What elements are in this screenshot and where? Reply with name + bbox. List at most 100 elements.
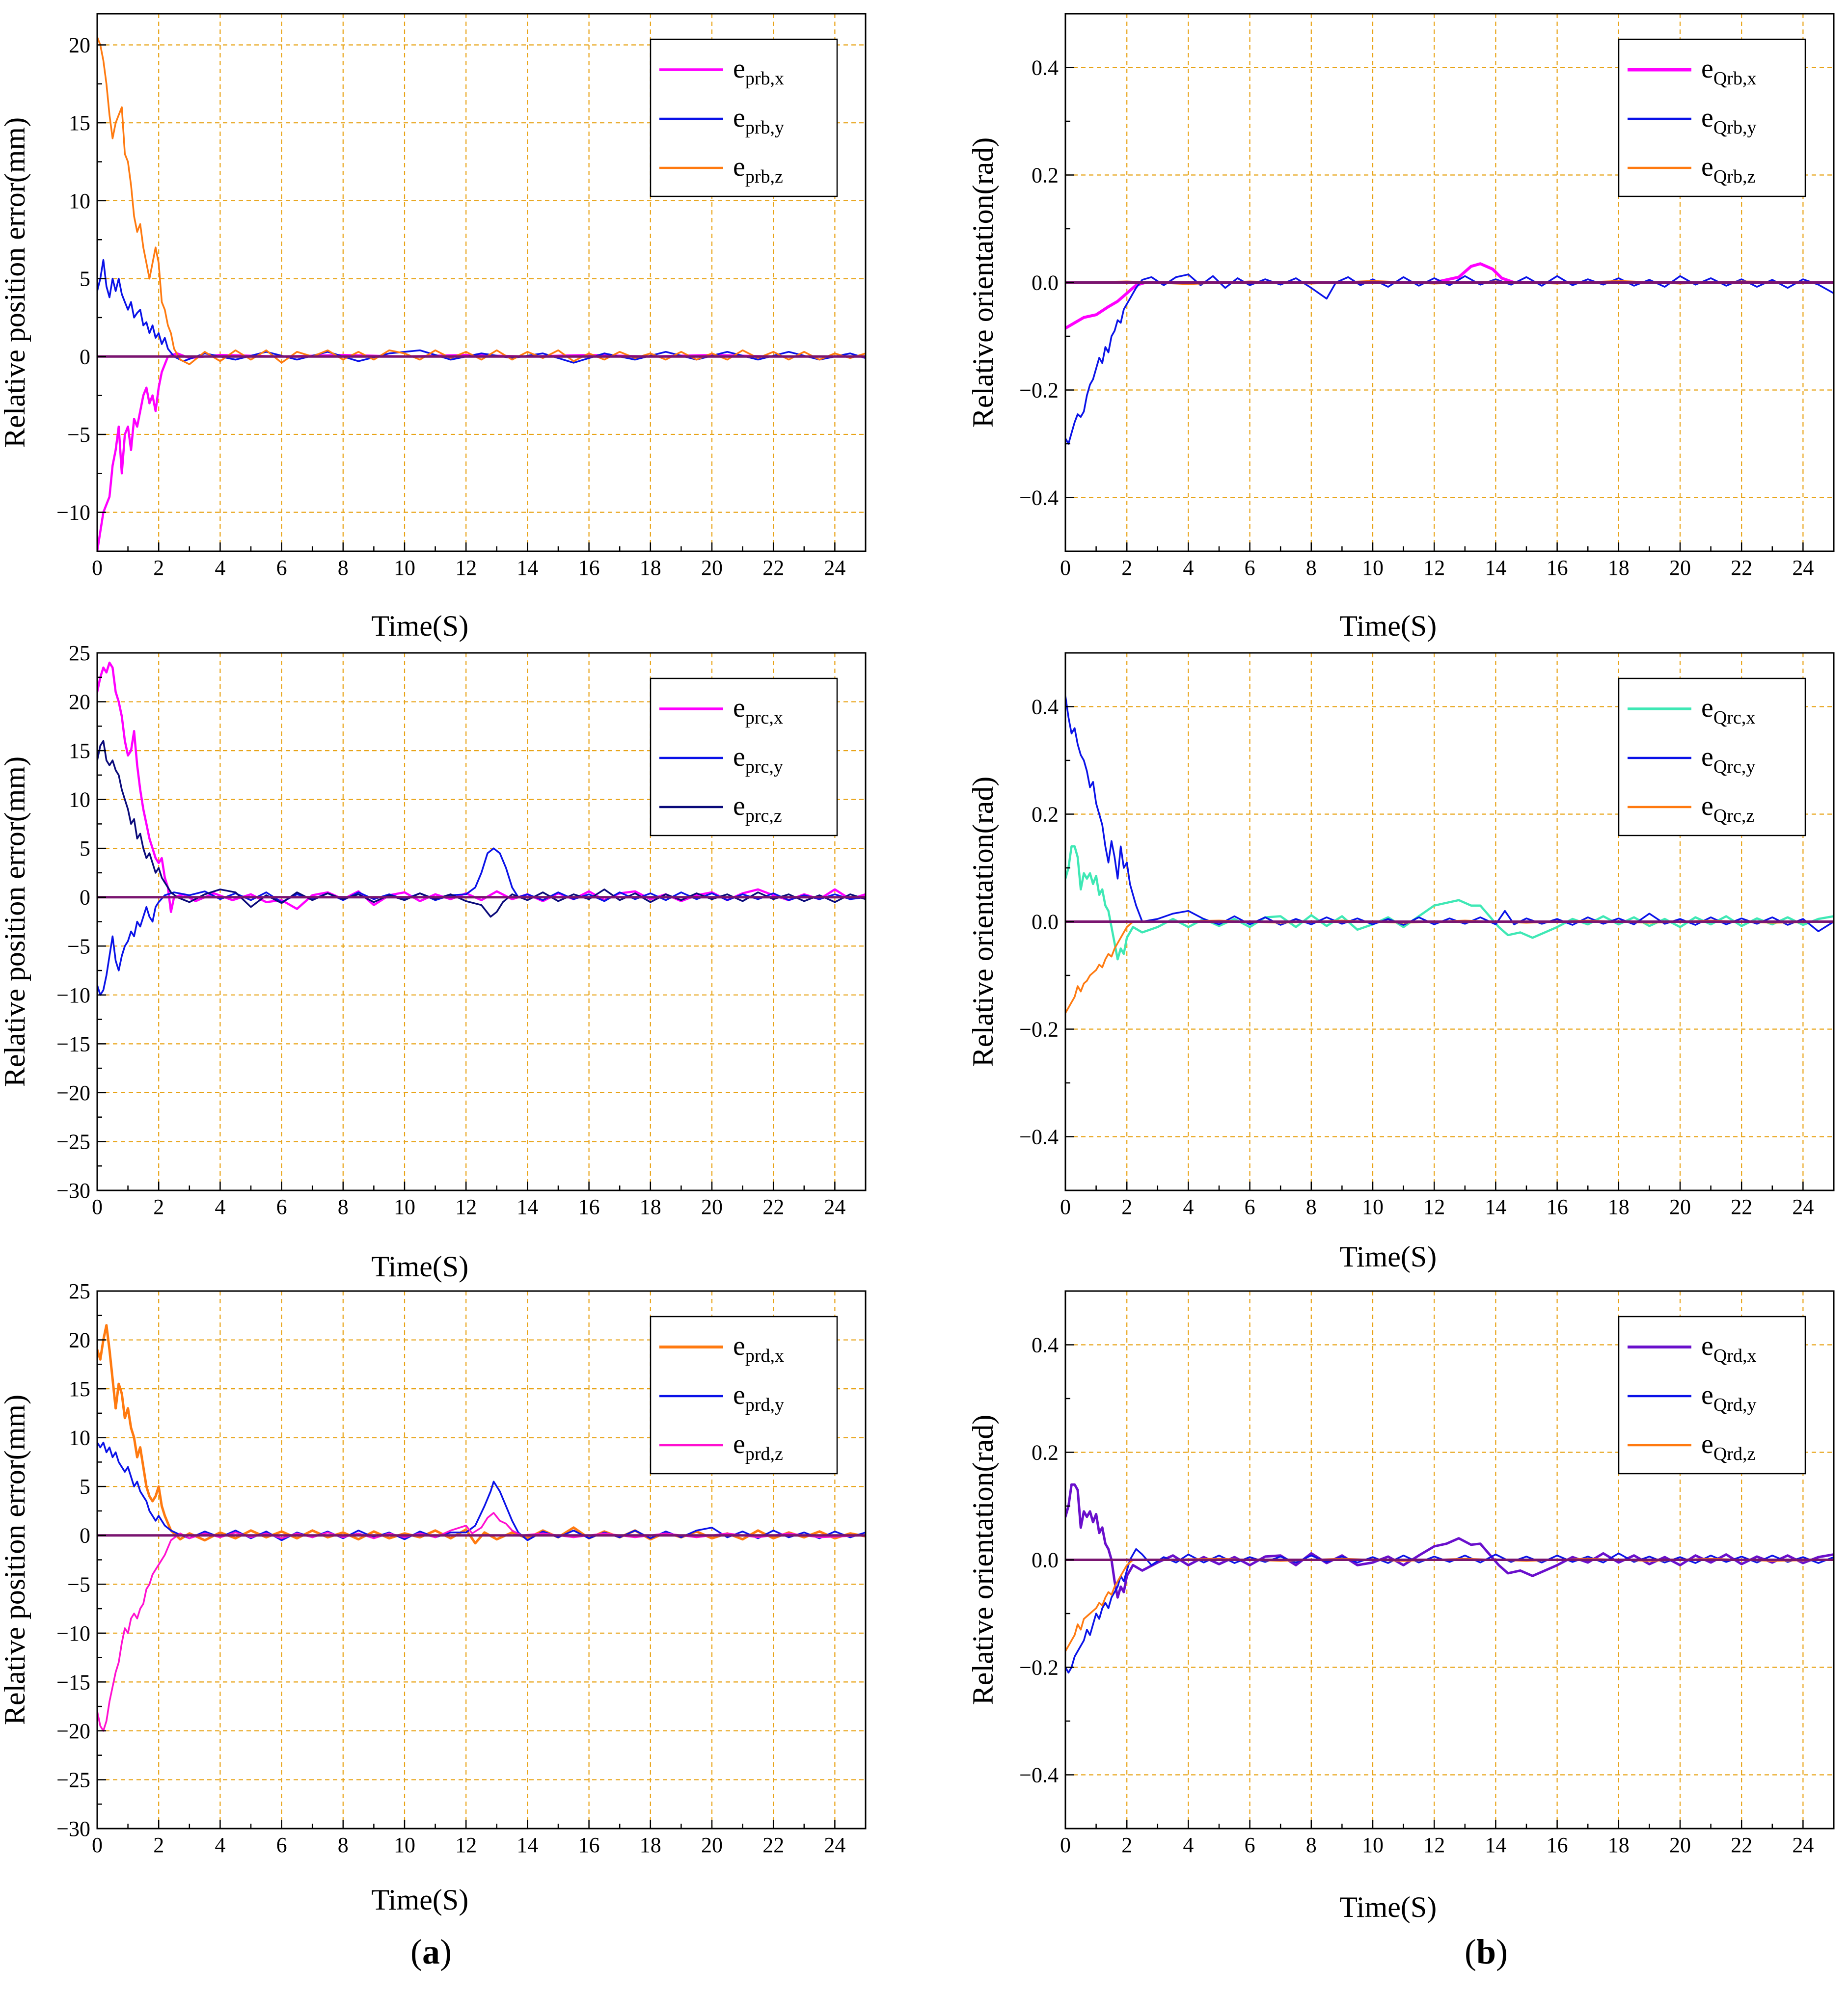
x-axis-label: Time(S)	[1339, 1891, 1437, 1923]
x-tick-label: 2	[1121, 556, 1132, 580]
y-tick-label: 0.2	[1032, 803, 1059, 827]
x-tick-label: 8	[1306, 1195, 1317, 1219]
y-tick-label: 10	[69, 189, 90, 213]
chart-panel-b3: 0 2 4 6 8 10 12 14 16 18 20 22 24−0.4−0.20.00.20.4Ti…	[967, 1290, 1835, 1923]
y-tick-label: −10	[56, 1621, 90, 1645]
x-axis-label: Time(S)	[371, 1884, 468, 1916]
y-tick-label: 0.0	[1032, 1548, 1059, 1572]
x-tick-label: 12	[455, 556, 477, 580]
y-tick-label: 25	[69, 641, 90, 665]
y-tick-label: 0	[80, 1524, 90, 1548]
y-tick-label: 0.4	[1032, 56, 1059, 80]
y-tick-label: −25	[56, 1768, 90, 1792]
series-line-prb-x	[97, 352, 866, 551]
y-tick-label: −0.2	[1019, 378, 1059, 403]
series-group	[97, 1324, 866, 1732]
x-tick-label: 4	[215, 1195, 225, 1219]
x-tick-label: 6	[276, 556, 287, 580]
y-tick-label: 5	[80, 836, 90, 861]
x-tick-label: 24	[824, 1833, 845, 1857]
x-tick-label: 10	[1362, 556, 1384, 580]
series-group	[1065, 262, 1834, 445]
chart-panel-b2: 0 2 4 6 8 10 12 14 16 18 20 22 24−0.4−0.20.00.20.4Ti…	[967, 652, 1835, 1273]
series-line-prd-z	[97, 1512, 866, 1732]
y-axis-label: Relative orientation(rad)	[967, 137, 999, 428]
x-axis-label: Time(S)	[1339, 1240, 1437, 1273]
series-group	[1065, 1483, 1834, 1674]
x-tick-label: 20	[701, 1195, 723, 1219]
y-tick-label: −20	[56, 1081, 90, 1105]
x-tick-label: 0	[1060, 1833, 1071, 1857]
series-line-prb-y	[97, 259, 866, 364]
x-tick-label: 22	[762, 1833, 784, 1857]
x-tick-label: 12	[455, 1833, 477, 1857]
x-tick-label: 2	[153, 1195, 164, 1219]
x-tick-label: 18	[640, 1833, 661, 1857]
series-group	[1065, 695, 1834, 1014]
y-tick-label: 15	[69, 1377, 90, 1401]
y-axis-label: Relative position error(mm)	[0, 117, 31, 448]
series-line-prb-z	[97, 36, 866, 365]
x-tick-label: 24	[1792, 1833, 1814, 1857]
x-tick-label: 4	[1183, 1833, 1194, 1857]
x-tick-label: 0	[92, 556, 103, 580]
y-tick-label: −30	[56, 1179, 90, 1203]
x-tick-label: 2	[153, 1833, 164, 1857]
series-line-Qrb-y	[1065, 273, 1834, 445]
x-tick-label: 16	[578, 556, 600, 580]
x-tick-label: 8	[1306, 1833, 1317, 1857]
series-group	[97, 661, 866, 996]
caption-a: (a)	[410, 1932, 452, 1971]
y-tick-label: 0	[80, 886, 90, 910]
x-tick-label: 14	[516, 1833, 538, 1857]
y-tick-label: −20	[56, 1719, 90, 1743]
y-axis-label: Relative orientation(rad)	[967, 777, 999, 1067]
y-tick-label: 0.2	[1032, 163, 1059, 188]
x-tick-label: 2	[1121, 1195, 1132, 1219]
y-axis-label: Relative position error(mm)	[0, 756, 31, 1087]
y-tick-label: 25	[69, 1279, 90, 1303]
x-tick-label: 20	[701, 1833, 723, 1857]
x-tick-label: 0	[92, 1195, 103, 1219]
chart-panel-a2: 0 2 4 6 8 10 12 14 16 18 20 22 24−30−25−20−15−10−505…	[0, 641, 867, 1283]
chart-panel-a3: 0 2 4 6 8 10 12 14 16 18 20 22 24−30−25−20−15−10−505…	[0, 1279, 867, 1916]
series-line-Qrc-y	[1065, 695, 1834, 932]
y-tick-label: −10	[56, 501, 90, 525]
x-tick-label: 18	[640, 1195, 661, 1219]
x-tick-label: 16	[1547, 1833, 1568, 1857]
x-tick-label: 12	[1423, 556, 1445, 580]
y-tick-label: −5	[67, 1572, 90, 1596]
y-tick-label: 0.0	[1032, 910, 1059, 934]
x-tick-label: 10	[394, 1195, 415, 1219]
x-tick-label: 6	[1245, 556, 1255, 580]
x-tick-label: 14	[516, 1195, 538, 1219]
series-line-Qrb-x	[1065, 262, 1834, 330]
y-tick-label: 0	[80, 345, 90, 369]
legend-box	[650, 677, 838, 836]
x-axis-label: Time(S)	[371, 1250, 468, 1283]
x-tick-label: 10	[394, 1833, 415, 1857]
y-axis-label: Relative orientation(rad)	[967, 1415, 999, 1705]
y-tick-label: −5	[67, 934, 90, 958]
x-tick-label: 20	[1669, 1195, 1691, 1219]
x-axis-label: Time(S)	[1339, 610, 1437, 642]
x-tick-label: 0	[1060, 1195, 1071, 1219]
x-tick-label: 12	[1423, 1833, 1445, 1857]
x-tick-label: 16	[578, 1195, 600, 1219]
y-tick-label: 5	[80, 267, 90, 291]
series-line-Qrd-y	[1065, 1548, 1834, 1674]
y-tick-label: −0.2	[1019, 1018, 1059, 1042]
chart-panel-a1: 0 2 4 6 8 10 12 14 16 18 20 22 24−10−505101520Time(S…	[0, 13, 867, 642]
y-tick-label: 20	[69, 33, 90, 57]
x-tick-label: 4	[1183, 1195, 1194, 1219]
x-tick-label: 22	[1731, 1833, 1752, 1857]
y-tick-label: 20	[69, 1328, 90, 1352]
x-tick-label: 20	[1669, 556, 1691, 580]
x-tick-label: 18	[640, 556, 661, 580]
y-tick-label: 0.4	[1032, 695, 1059, 719]
series-line-Qrc-z	[1065, 919, 1834, 1014]
x-tick-label: 14	[1485, 1833, 1506, 1857]
